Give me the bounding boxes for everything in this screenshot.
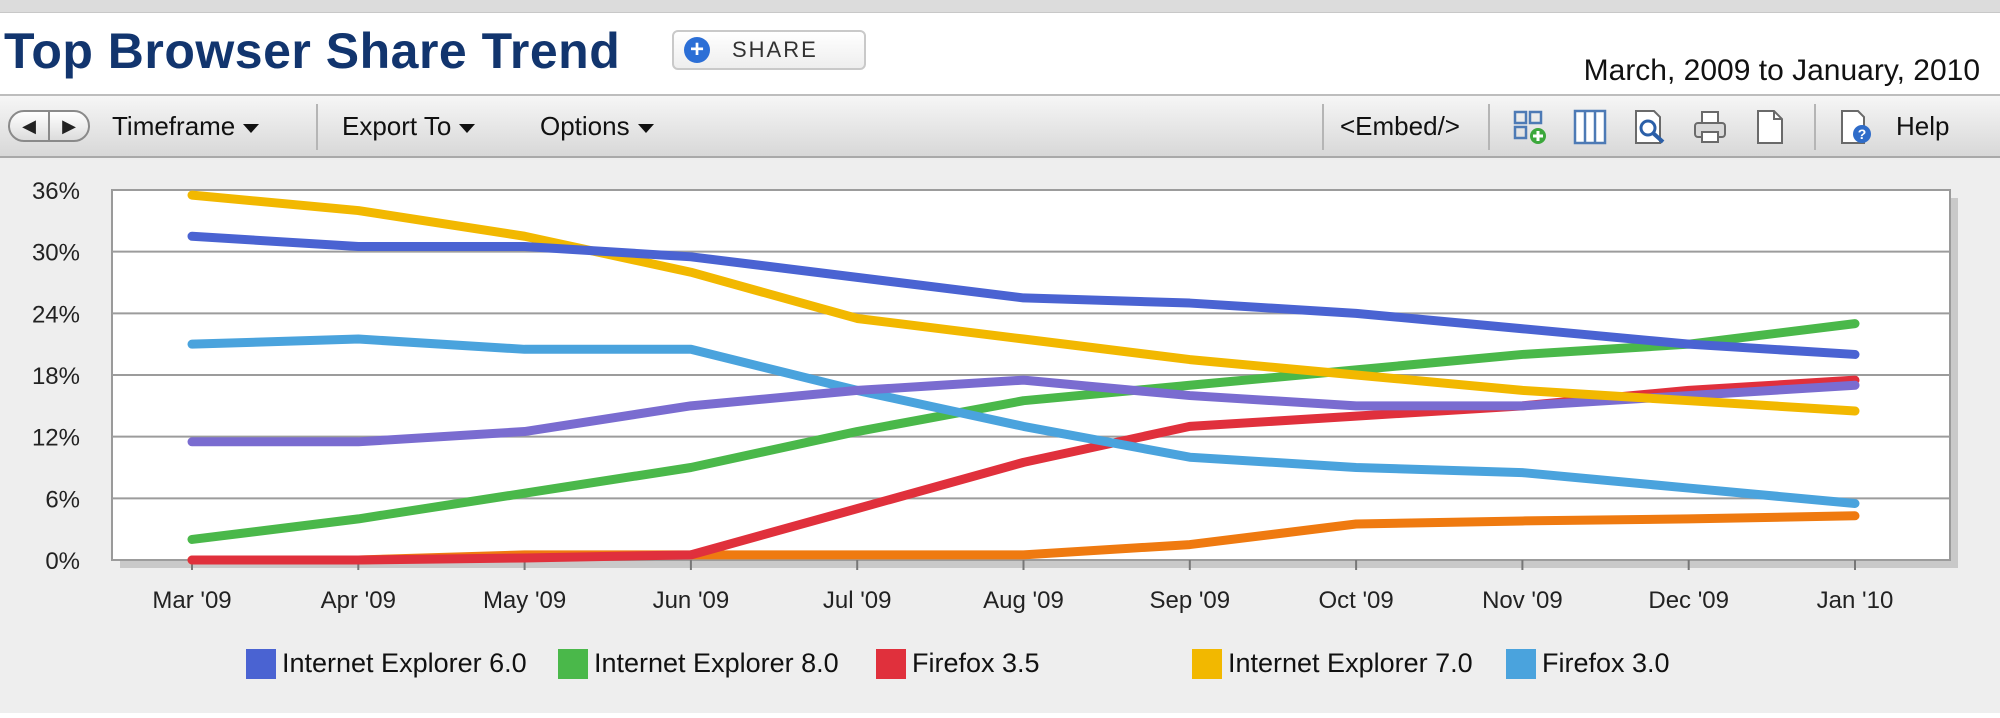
series-line [187,319,1860,544]
x-tick-label: Dec '09 [1648,587,1729,614]
add-widget-icon[interactable] [1512,108,1548,146]
x-tick-label: Aug '09 [983,587,1064,614]
legend-item[interactable]: Firefox 3.0 [1506,648,1670,679]
timeframe-menu[interactable]: Timeframe [112,110,260,142]
timeframe-label: Timeframe [112,111,236,141]
legend-swatch [876,648,906,679]
chevron-down-icon [459,123,476,133]
toolbar-divider [1814,104,1816,150]
toolbar-divider [316,104,318,150]
legend-swatch [558,648,588,679]
x-tick-label: Mar '09 [152,587,231,614]
legend-item[interactable]: Internet Explorer 6.0 [246,648,527,679]
zoom-icon[interactable] [1632,108,1668,146]
forward-arrow-icon[interactable]: ▶ [62,116,76,136]
y-tick-label: 24% [32,301,80,328]
series-line [187,375,1860,447]
x-tick-label: Sep '09 [1149,587,1230,614]
legend-label: Firefox 3.5 [912,648,1040,678]
legend-item[interactable]: Internet Explorer 7.0 [1192,648,1473,679]
series-line [187,231,1860,359]
legend-item[interactable]: Internet Explorer 8.0 [558,648,839,679]
chevron-down-icon [637,123,654,133]
y-tick-label: 30% [32,240,80,267]
x-tick-label: Jul '09 [823,587,892,614]
document-icon[interactable] [1752,108,1788,146]
embed-button[interactable]: <Embed/> [1340,111,1460,141]
y-tick-label: 18% [32,363,80,390]
date-range: March, 2009 to January, 2010 [1583,54,1980,87]
toolbar-divider [1322,104,1324,150]
chart-area: 0% 6% 12% 18% 24% 30% 36% Mar '09 Apr '09 May '0… [0,158,2000,713]
legend-swatch [1506,648,1536,679]
series-line [187,334,1860,508]
x-tick-label: Apr '09 [321,587,396,614]
legend-swatch [246,648,276,679]
y-tick-label: 12% [32,425,80,452]
top-strip [0,0,2000,13]
chevron-down-icon [243,123,260,133]
series-line [187,190,1860,416]
legend-swatch [1192,648,1222,679]
legend-label: Internet Explorer 8.0 [594,648,839,678]
share-button[interactable]: + SHARE [672,30,866,70]
y-tick-label: 36% [32,178,80,205]
export-label: Export To [342,111,452,141]
columns-icon[interactable] [1572,108,1608,146]
svg-text:?: ? [1858,126,1867,142]
legend-item[interactable]: Firefox 3.5 [876,648,1040,679]
toolbar-divider [1488,104,1490,150]
help-icon[interactable]: ? [1838,108,1874,146]
back-arrow-icon[interactable]: ◀ [10,112,50,140]
export-menu[interactable]: Export To [342,110,476,142]
x-tick-label: Jun '09 [653,587,730,614]
x-tick-label: Jan '10 [1817,587,1894,614]
options-label: Options [540,111,630,141]
page-title: Top Browser Share Trend [4,23,621,79]
print-icon[interactable] [1692,108,1728,146]
help-button[interactable]: Help [1896,111,1950,141]
toolbar: ◀ ▶ Timeframe Export To Options <Embed/> [0,94,2000,158]
options-menu[interactable]: Options [540,110,654,142]
y-tick-label: 6% [45,486,80,513]
share-button-label: SHARE [732,37,818,62]
legend-label: Firefox 3.0 [1542,648,1670,678]
x-tick-label: Nov '09 [1482,587,1563,614]
plus-icon: + [684,37,710,63]
legend-label: Internet Explorer 7.0 [1228,648,1473,678]
nav-arrows: ◀ ▶ [8,110,90,142]
line-chart: 0% 6% 12% 18% 24% 30% 36% Mar '09 Apr '09 May '0… [32,178,1958,614]
chart-legend: Internet Explorer 6.0 Internet Explorer 8… [0,648,2000,688]
x-tick-label: May '09 [483,587,566,614]
legend-label: Internet Explorer 6.0 [282,648,527,678]
x-tick-label: Oct '09 [1318,587,1393,614]
y-tick-label: 0% [45,548,80,575]
